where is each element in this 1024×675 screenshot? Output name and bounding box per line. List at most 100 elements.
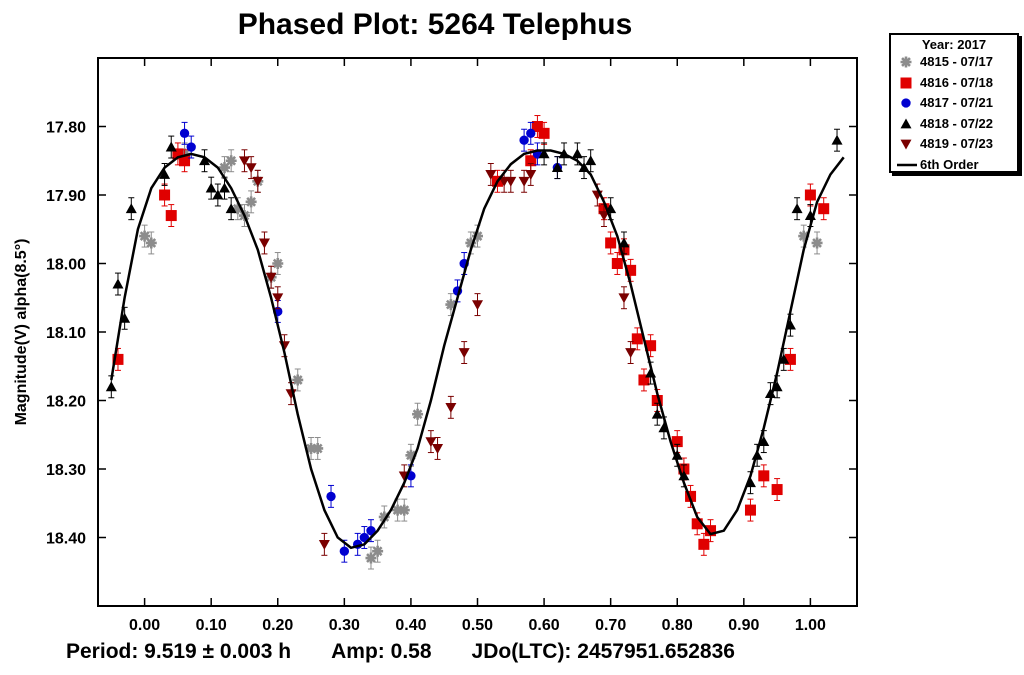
data-point-series-2 <box>705 525 717 537</box>
data-point-series-2 <box>784 353 796 365</box>
data-point-series-2 <box>818 203 830 215</box>
data-point-series-4 <box>165 141 177 152</box>
data-point-series-2 <box>625 264 637 276</box>
legend-marker <box>900 118 912 128</box>
legend-entry-fit: 6th Order <box>891 155 1017 176</box>
data-point-series-5 <box>252 176 264 187</box>
legend-label: 4817 - 07/21 <box>920 95 994 110</box>
data-point-series-1 <box>245 196 257 208</box>
data-point-series-1 <box>219 162 230 174</box>
data-point-series-2 <box>804 189 816 201</box>
y-axis-label: Magnitude(V) alpha(8.5°) <box>13 239 30 426</box>
legend-entry: 4818 - 07/22 <box>891 114 1017 135</box>
y-tick-label: 18.00 <box>46 257 86 274</box>
data-point-series-5 <box>245 163 257 174</box>
legend-marker-shape <box>900 139 912 150</box>
data-point-series-1 <box>305 442 317 454</box>
data-point-series-5 <box>432 444 444 454</box>
data-point-series-5 <box>525 170 537 180</box>
data-point-series-1 <box>378 511 390 523</box>
data-point-series-1 <box>145 237 157 249</box>
data-point-series-5 <box>238 156 250 167</box>
data-point-series-4 <box>551 162 563 172</box>
data-point-series-2 <box>691 518 703 530</box>
data-point-series-5 <box>272 293 284 304</box>
legend-marker-shape <box>900 77 912 88</box>
data-point-series-5 <box>598 211 610 222</box>
data-point-series-1 <box>365 552 377 564</box>
data-point-series-1 <box>445 299 457 311</box>
data-point-series-2 <box>531 121 543 132</box>
data-point-series-1 <box>472 230 483 242</box>
data-point-series-3 <box>179 128 190 139</box>
data-point-series-1 <box>398 504 410 516</box>
data-point-series-5 <box>485 170 497 180</box>
y-tick-label: 18.20 <box>46 394 86 411</box>
data-point-series-1 <box>232 203 244 215</box>
data-point-series-4 <box>778 353 790 364</box>
legend-marker-shape <box>901 98 911 108</box>
data-point-series-4 <box>791 203 803 214</box>
legend-marker-shape <box>900 118 912 128</box>
data-point-series-1 <box>405 449 417 461</box>
legend-entry: 4815 - 07/17 <box>891 52 1017 73</box>
plot-frame <box>97 57 858 607</box>
data-point-series-2 <box>172 148 184 160</box>
period-label: Period: 9.519 ± 0.003 h <box>66 640 292 663</box>
x-tick-label: 0.30 <box>329 617 360 634</box>
data-point-series-1 <box>811 237 823 249</box>
data-point-series-3 <box>339 546 350 556</box>
data-point-series-1 <box>225 155 237 167</box>
chart-title: Phased Plot: 5264 Telephus <box>237 8 633 41</box>
amp-label: Amp: 0.58 <box>331 640 432 663</box>
legend-marker <box>900 77 912 88</box>
data-point-series-2 <box>638 374 650 386</box>
data-point-series-4 <box>199 155 211 166</box>
legend-marker <box>900 56 912 68</box>
data-point-series-4 <box>764 388 776 399</box>
data-point-series-5 <box>258 238 270 249</box>
legend-marker <box>901 98 911 108</box>
legend-title: Year: 2017 <box>921 37 987 52</box>
data-point-series-4 <box>159 168 171 179</box>
y-tick-label: 17.90 <box>46 188 86 205</box>
legend-label: 4818 - 07/22 <box>920 115 994 131</box>
data-point-series-4 <box>758 436 770 446</box>
data-point-series-5 <box>458 348 470 359</box>
x-tick-label: 1.00 <box>795 617 826 634</box>
data-point-series-4 <box>205 182 217 193</box>
x-tick-label: 0.90 <box>728 617 759 634</box>
data-point-series-1 <box>292 374 304 386</box>
legend-label: 4819 - 07/23 <box>920 136 994 151</box>
data-point-series-5 <box>265 272 277 283</box>
data-point-series-2 <box>671 436 683 448</box>
y-tick-label: 18.30 <box>46 462 86 479</box>
data-point-series-4 <box>618 237 630 248</box>
data-point-series-5 <box>425 437 437 448</box>
data-point-series-5 <box>618 293 630 304</box>
data-point-series-4 <box>125 203 137 214</box>
data-point-series-1 <box>412 408 424 420</box>
data-point-series-1 <box>139 230 151 242</box>
data-point-series-2 <box>605 237 617 249</box>
data-point-series-1 <box>372 545 384 557</box>
legend-entry: 4817 - 07/21 <box>891 93 1017 114</box>
data-point-series-1 <box>272 258 284 269</box>
data-point-series-4 <box>225 203 237 214</box>
x-tick-label: 0.00 <box>129 617 160 634</box>
data-point-series-3 <box>366 525 376 536</box>
legend-marker-shape <box>900 56 912 68</box>
legend-label: 4815 - 07/17 <box>920 54 994 69</box>
data-point-series-5 <box>518 176 530 187</box>
data-point-series-2 <box>165 210 177 222</box>
legend-marker <box>900 139 912 150</box>
x-tick-label: 0.80 <box>662 617 693 634</box>
data-point-series-4 <box>219 182 230 193</box>
data-point-series-2 <box>538 127 550 139</box>
data-point-series-2 <box>611 258 623 269</box>
data-point-series-3 <box>186 142 196 152</box>
legend-line <box>897 163 917 166</box>
x-tick-label: 0.50 <box>462 617 493 634</box>
data-point-series-4 <box>571 148 583 159</box>
